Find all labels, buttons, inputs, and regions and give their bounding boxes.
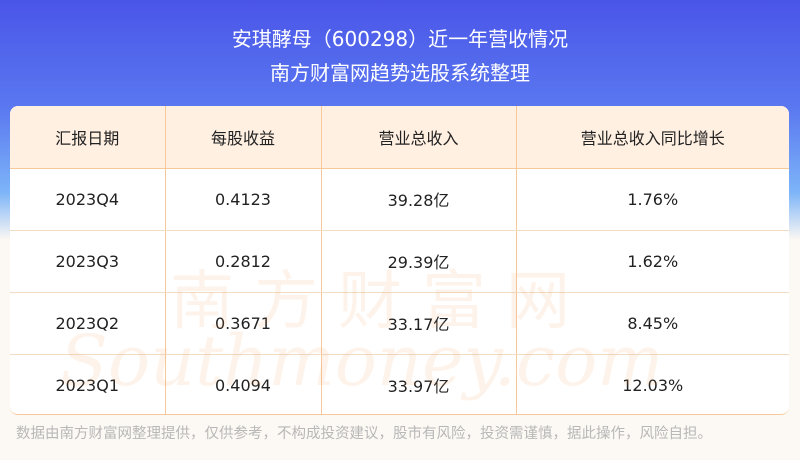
cell-date: 2023Q1: [10, 354, 166, 414]
table-row: 2023Q4 0.4123 39.28亿 1.76%: [10, 168, 789, 231]
cell-date: 2023Q2: [10, 292, 166, 355]
col-header-growth: 营业总收入同比增长: [516, 106, 789, 169]
table-header-row: 汇报日期 每股收益 营业总收入 营业总收入同比增长: [10, 106, 789, 169]
table-row: 2023Q1 0.4094 33.97亿 12.03%: [10, 354, 789, 414]
cell-date: 2023Q4: [10, 168, 166, 231]
revenue-table: 汇报日期 每股收益 营业总收入 营业总收入同比增长 2023Q4 0.4123 39…: [10, 106, 789, 414]
cell-growth: 1.76%: [516, 168, 789, 231]
cell-revenue: 29.39亿: [321, 230, 517, 293]
page-title: 安琪酵母（600298）近一年营收情况: [231, 27, 569, 51]
table-row: 2023Q3 0.2812 29.39亿 1.62%: [10, 230, 789, 293]
cell-revenue: 33.97亿: [321, 354, 517, 414]
cell-revenue: 33.17亿: [321, 292, 517, 355]
revenue-table-card: 汇报日期 每股收益 营业总收入 营业总收入同比增长 2023Q4 0.4123 39…: [10, 106, 789, 415]
cell-growth: 12.03%: [622, 375, 684, 395]
cell-date: 2023Q3: [10, 230, 166, 293]
page-subtitle: 南方财富网趋势选股系统整理: [270, 61, 530, 85]
cell-eps: 0.3671: [165, 292, 322, 355]
cell-eps: 0.2812: [165, 230, 322, 293]
cell-growth: 8.45%: [516, 292, 789, 355]
cell-growth: 1.62%: [516, 230, 789, 293]
col-header-date: 汇报日期: [10, 106, 166, 169]
table-row: 2023Q2 0.3671 33.17亿 8.45%: [10, 292, 789, 355]
cell-revenue: 39.28亿: [321, 168, 517, 231]
disclaimer: 数据由南方财富网整理提供，仅供参考，不构成投资建议，股市有风险，投资需谨慎，据此…: [16, 426, 712, 442]
cell-eps: 0.4123: [165, 168, 322, 231]
col-header-revenue: 营业总收入: [321, 106, 517, 169]
cell-eps: 0.4094: [165, 354, 322, 414]
col-header-eps: 每股收益: [165, 106, 322, 169]
